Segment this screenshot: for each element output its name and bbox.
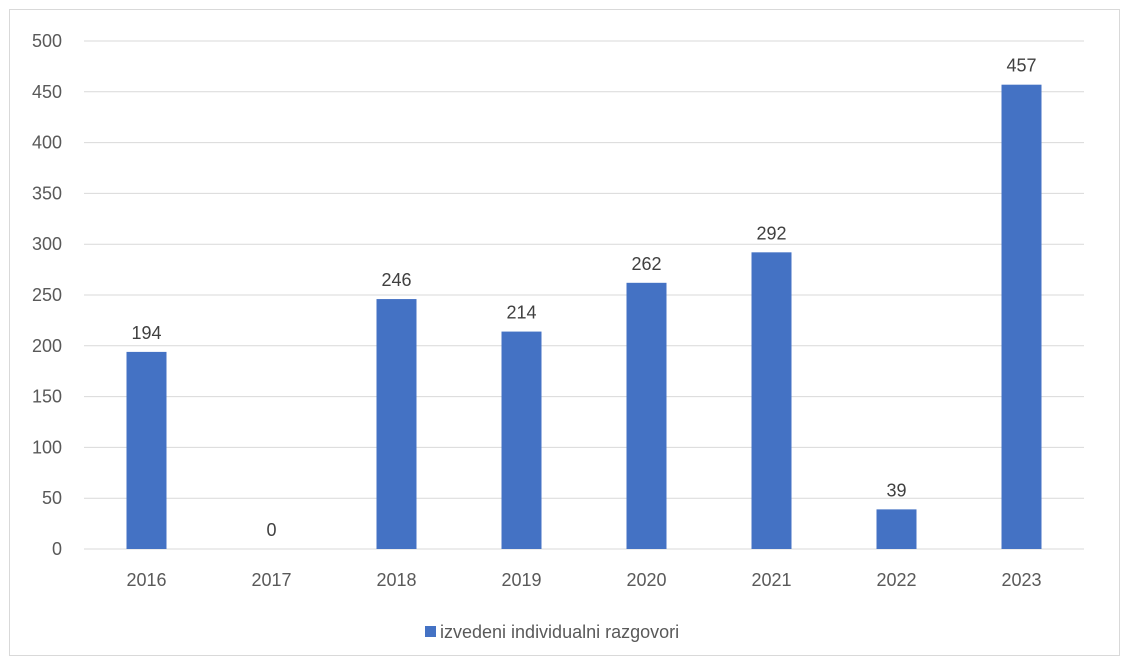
y-tick-label: 500 xyxy=(32,31,62,51)
legend: izvedeni individualni razgovori xyxy=(425,622,679,642)
y-tick-label: 450 xyxy=(32,82,62,102)
chart-frame xyxy=(9,9,1120,656)
x-tick-label-2020: 2020 xyxy=(626,570,666,590)
x-axis: 2016 2017 2018 2019 2020 2021 2022 2023 xyxy=(126,570,1041,590)
x-tick-label-2022: 2022 xyxy=(876,570,916,590)
y-axis: 0 50 100 150 200 250 300 350 400 450 500 xyxy=(32,31,62,559)
data-label-2023: 457 xyxy=(1006,56,1036,76)
x-tick-label-2016: 2016 xyxy=(126,570,166,590)
y-tick-label: 250 xyxy=(32,285,62,305)
data-label-2021: 292 xyxy=(756,223,786,243)
data-label-2019: 214 xyxy=(506,303,536,323)
bar-2021 xyxy=(751,252,792,549)
x-tick-label-2019: 2019 xyxy=(501,570,541,590)
data-label-2017: 0 xyxy=(266,520,276,540)
x-tick-label-2018: 2018 xyxy=(376,570,416,590)
x-tick-label-2023: 2023 xyxy=(1001,570,1041,590)
bar-2018 xyxy=(376,299,417,549)
gridlines xyxy=(84,40,1084,550)
bar-2023 xyxy=(1001,84,1042,550)
legend-label: izvedeni individualni razgovori xyxy=(440,622,679,642)
bar-2022 xyxy=(876,509,917,549)
x-tick-label-2021: 2021 xyxy=(751,570,791,590)
y-tick-label: 150 xyxy=(32,387,62,407)
bar-2020 xyxy=(626,282,667,549)
y-tick-label: 350 xyxy=(32,183,62,203)
data-labels: 194 0 246 214 262 292 39 457 xyxy=(131,56,1036,540)
bar-2019 xyxy=(501,331,542,549)
data-label-2018: 246 xyxy=(381,270,411,290)
y-tick-label: 50 xyxy=(42,488,62,508)
bars xyxy=(126,84,1042,550)
legend-swatch xyxy=(425,626,436,637)
data-label-2022: 39 xyxy=(886,480,906,500)
data-label-2020: 262 xyxy=(631,254,661,274)
y-tick-label: 200 xyxy=(32,336,62,356)
bar-2016 xyxy=(126,351,167,549)
y-tick-label: 100 xyxy=(32,437,62,457)
y-tick-label: 300 xyxy=(32,234,62,254)
x-tick-label-2017: 2017 xyxy=(251,570,291,590)
data-label-2016: 194 xyxy=(131,323,161,343)
y-tick-label: 400 xyxy=(32,133,62,153)
y-tick-label: 0 xyxy=(52,539,62,559)
